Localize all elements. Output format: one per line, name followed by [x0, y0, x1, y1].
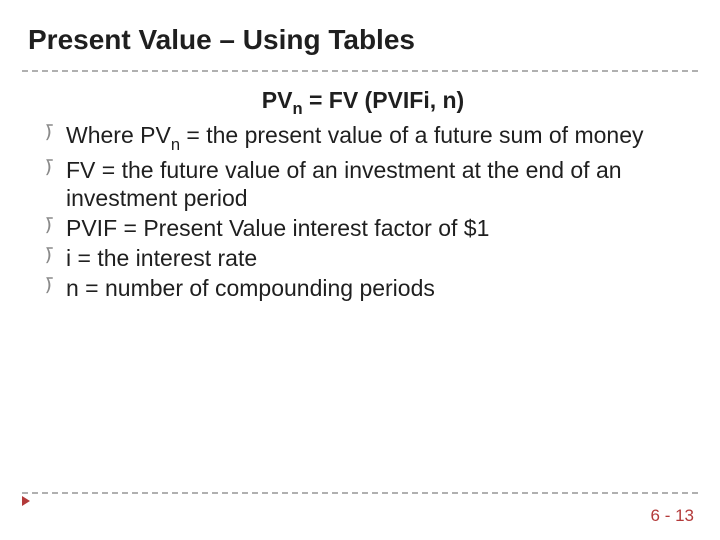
bullet-text: n = number of compounding periods	[66, 274, 680, 303]
bullet-text: i = the interest rate	[66, 244, 680, 273]
bullet-item: ⟌ n = number of compounding periods	[46, 274, 680, 303]
page-number: 6 - 13	[651, 506, 694, 526]
bullet-text: FV = the future value of an investment a…	[66, 156, 680, 214]
slide-content: PVn = FV (PVIFi, n) ⟌ Where PVn = the pr…	[28, 72, 692, 302]
bullet-item: ⟌ FV = the future value of an investment…	[46, 156, 680, 214]
footer-divider	[22, 492, 698, 494]
bullet-text: PVIF = Present Value interest factor of …	[66, 214, 680, 243]
bullet-icon: ⟌	[46, 274, 66, 302]
formula-line: PVn = FV (PVIFi, n)	[46, 86, 680, 119]
bullet-icon: ⟌	[46, 121, 66, 149]
bullet-item: ⟌ Where PVn = the present value of a fut…	[46, 121, 680, 154]
bullet-item: ⟌ PVIF = Present Value interest factor o…	[46, 214, 680, 243]
bullet-icon: ⟌	[46, 214, 66, 242]
slide: Present Value – Using Tables PVn = FV (P…	[0, 0, 720, 540]
slide-title: Present Value – Using Tables	[28, 24, 692, 64]
bullet-item: ⟌ i = the interest rate	[46, 244, 680, 273]
bullet-icon: ⟌	[46, 244, 66, 272]
footer-arrow-icon	[22, 496, 30, 506]
bullet-icon: ⟌	[46, 156, 66, 184]
bullet-text: Where PVn = the present value of a futur…	[66, 121, 680, 154]
